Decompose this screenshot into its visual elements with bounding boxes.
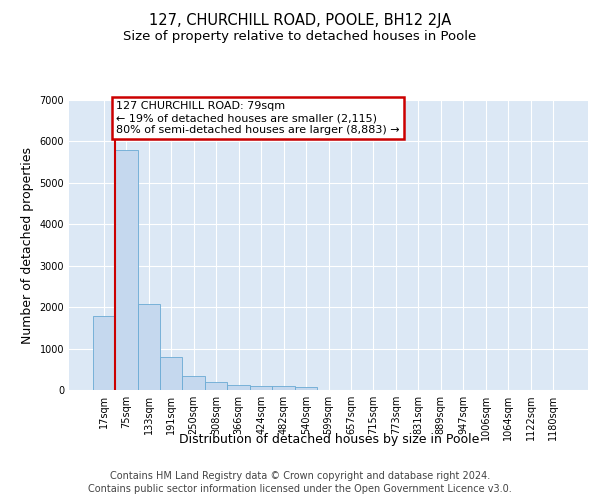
Text: Distribution of detached houses by size in Poole: Distribution of detached houses by size … xyxy=(179,432,479,446)
Text: 127, CHURCHILL ROAD, POOLE, BH12 2JA: 127, CHURCHILL ROAD, POOLE, BH12 2JA xyxy=(149,12,451,28)
Bar xyxy=(227,385,250,390)
Y-axis label: Number of detached properties: Number of detached properties xyxy=(21,146,34,344)
Text: Contains HM Land Registry data © Crown copyright and database right 2024.: Contains HM Land Registry data © Crown c… xyxy=(110,471,490,481)
Text: 127 CHURCHILL ROAD: 79sqm
← 19% of detached houses are smaller (2,115)
80% of se: 127 CHURCHILL ROAD: 79sqm ← 19% of detac… xyxy=(116,102,400,134)
Text: Size of property relative to detached houses in Poole: Size of property relative to detached ho… xyxy=(124,30,476,43)
Bar xyxy=(295,387,317,390)
Text: Contains public sector information licensed under the Open Government Licence v3: Contains public sector information licen… xyxy=(88,484,512,494)
Bar xyxy=(160,357,182,390)
Bar xyxy=(250,386,272,390)
Bar xyxy=(92,316,115,390)
Bar xyxy=(115,150,137,390)
Bar xyxy=(182,376,205,390)
Bar xyxy=(137,304,160,390)
Bar xyxy=(272,386,295,390)
Bar xyxy=(205,382,227,390)
